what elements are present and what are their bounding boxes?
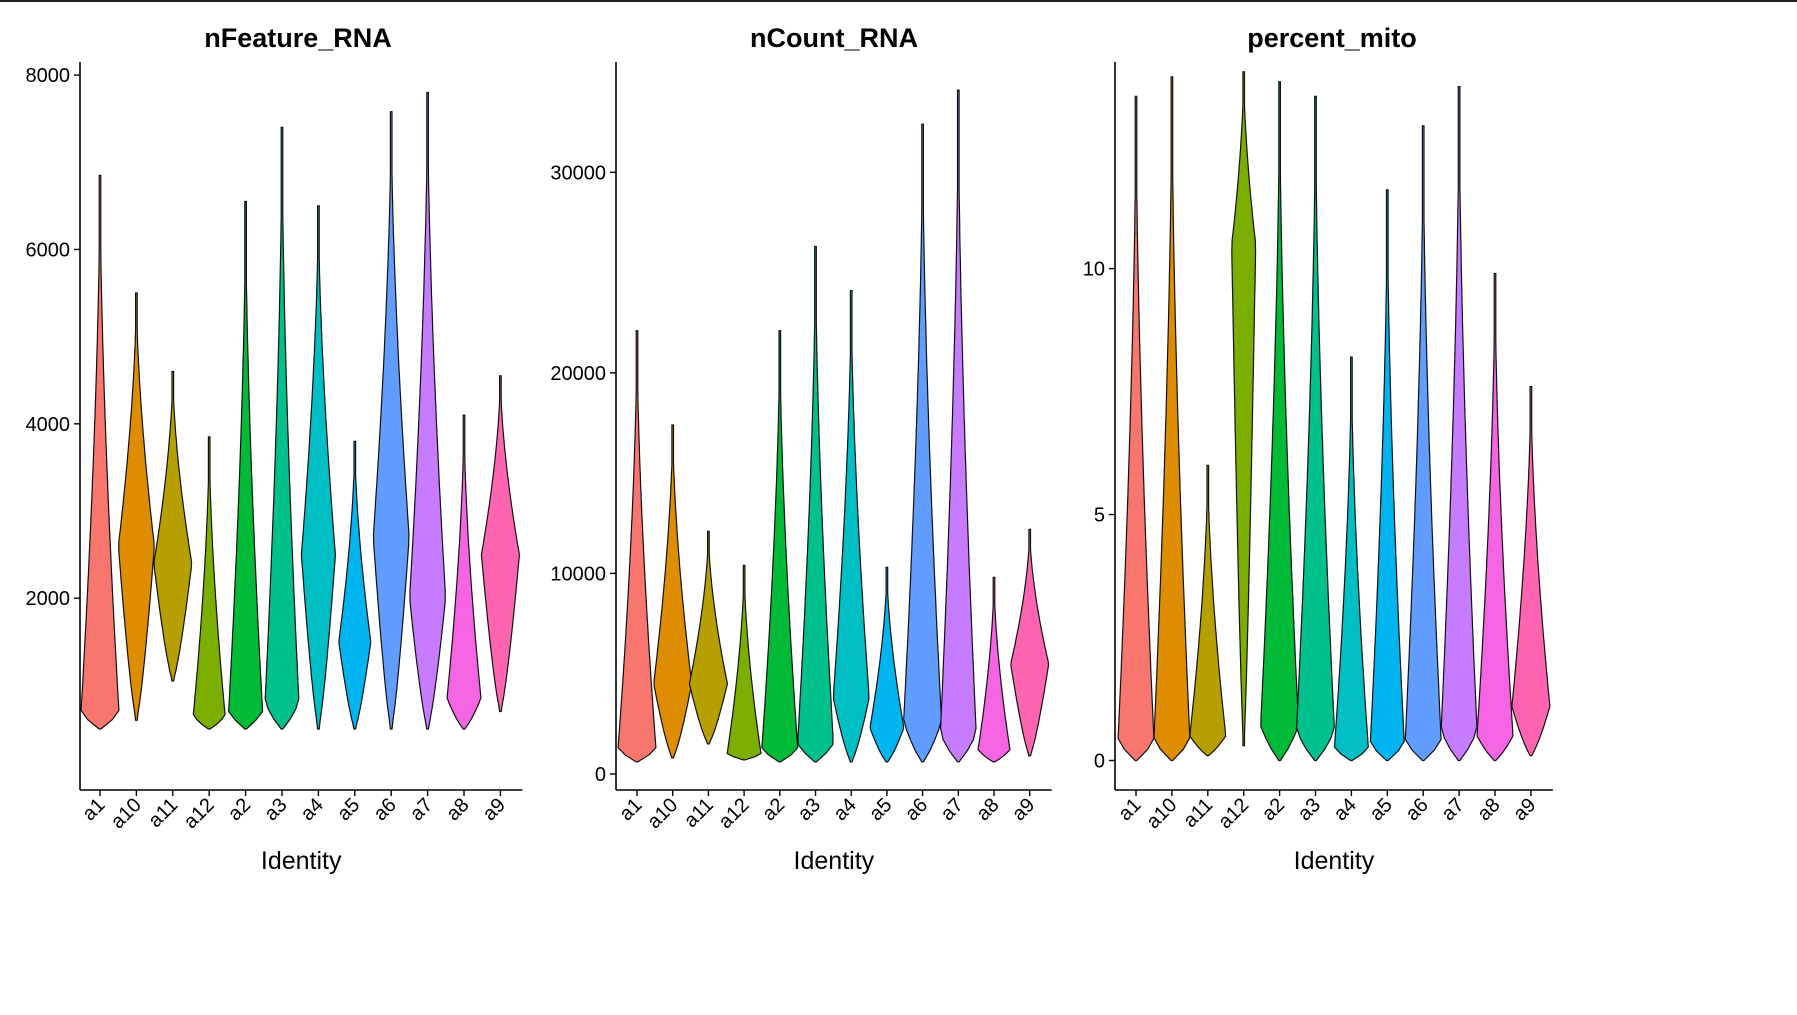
- violin-ncount-rna-a4: [832, 290, 870, 763]
- violin-nfeature-rna-a10: [118, 292, 155, 721]
- x-tick-label: a12: [714, 794, 753, 833]
- x-tick-label: a10: [643, 794, 682, 833]
- x-tick-label: a11: [144, 794, 182, 832]
- x-tick-label: a6: [901, 794, 932, 825]
- panel-title: nCount_RNA: [750, 23, 918, 53]
- violin-ncount-rna-a2: [761, 330, 799, 763]
- x-tick-label: a1: [615, 794, 646, 825]
- x-tick-label: a2: [1258, 794, 1289, 825]
- x-tick-label: a8: [972, 794, 1003, 825]
- x-tick-label: a9: [1509, 794, 1540, 825]
- top-border: [0, 0, 1797, 2]
- violin-nfeature-rna-a2: [227, 200, 264, 730]
- violin-ncount-rna-a7: [939, 89, 977, 763]
- x-tick-label: a9: [1008, 794, 1039, 825]
- x-tick-label: a3: [794, 794, 825, 825]
- y-tick-label: 0: [595, 764, 606, 786]
- violin-percent-mito-a12: [1231, 71, 1257, 747]
- violin-percent-mito-a5: [1369, 189, 1405, 762]
- violin-nfeature-rna-a7: [409, 91, 446, 730]
- violin-nfeature-rna-a5: [338, 440, 372, 730]
- violin-nfeature-rna-a12: [192, 436, 226, 730]
- y-tick-label: 2000: [26, 588, 71, 610]
- y-tick-label: 10: [1083, 259, 1105, 281]
- x-tick-label: a4: [297, 794, 328, 825]
- x-tick-label: a10: [1142, 794, 1181, 833]
- violin-percent-mito-a9: [1511, 386, 1551, 757]
- y-tick-label: 8000: [26, 65, 71, 87]
- violin-ncount-rna-a12: [726, 564, 762, 761]
- x-tick-label: a9: [479, 794, 510, 825]
- violin-percent-mito-a8: [1476, 272, 1514, 762]
- x-tick-label: a7: [1437, 794, 1468, 825]
- violin-ncount-rna-a5: [869, 566, 905, 763]
- violin-ncount-rna-a6: [903, 123, 943, 763]
- x-tick-label: a5: [865, 794, 896, 825]
- x-tick-label: a12: [1214, 794, 1253, 833]
- x-tick-label: a8: [442, 794, 473, 825]
- violin-ncount-rna-a9: [1010, 528, 1050, 757]
- violin-nfeature-rna-a6: [372, 111, 410, 730]
- violin-nfeature-rna-a3: [264, 126, 300, 730]
- x-tick-label: a7: [937, 794, 968, 825]
- violin-percent-mito-a11: [1189, 464, 1227, 757]
- violin-nfeature-rna-a1: [80, 174, 120, 730]
- x-tick-label: a6: [369, 794, 400, 825]
- x-tick-label: a10: [107, 794, 146, 833]
- violin-percent-mito-a7: [1440, 85, 1478, 762]
- violin-percent-mito-a2: [1260, 81, 1300, 762]
- violin-ncount-rna-a10: [653, 424, 692, 759]
- violin-percent-mito-a6: [1404, 125, 1442, 762]
- violin-ncount-rna-a11: [688, 530, 729, 745]
- x-tick-label: a3: [260, 794, 291, 825]
- x-tick-label: a2: [758, 794, 789, 825]
- x-tick-label: a4: [1330, 794, 1361, 825]
- violin-nfeature-rna-a11: [153, 370, 193, 682]
- y-tick-label: 5: [1094, 505, 1105, 527]
- x-tick-label: a1: [78, 794, 109, 825]
- violin-nfeature-rna-a9: [480, 375, 521, 713]
- y-tick-label: 4000: [26, 414, 71, 436]
- violin-ncount-rna-a8: [977, 576, 1011, 763]
- violin-percent-mito-a1: [1117, 95, 1155, 762]
- y-tick-label: 0: [1094, 750, 1105, 772]
- x-tick-label: a4: [829, 794, 860, 825]
- violin-percent-mito-a10: [1153, 76, 1191, 762]
- x-tick-label: a11: [680, 794, 718, 832]
- x-tick-label: a5: [333, 794, 364, 825]
- x-axis-title: Identity: [261, 847, 342, 875]
- violin-nfeature-rna-a4: [300, 205, 337, 730]
- y-tick-label: 6000: [26, 239, 71, 261]
- y-tick-label: 20000: [550, 363, 606, 385]
- x-tick-label: a12: [180, 794, 219, 833]
- panel-title: nFeature_RNA: [204, 23, 392, 53]
- violin-ncount-rna-a1: [617, 330, 657, 763]
- violin-percent-mito-a4: [1333, 356, 1369, 762]
- x-axis-title: Identity: [1294, 847, 1375, 875]
- x-tick-label: a11: [1179, 794, 1217, 832]
- x-axis-title: Identity: [794, 847, 875, 875]
- x-tick-label: a3: [1294, 794, 1325, 825]
- violin-nfeature-rna-a8: [446, 414, 482, 730]
- x-tick-label: a8: [1473, 794, 1504, 825]
- x-tick-label: a7: [406, 794, 437, 825]
- violin-ncount-rna-a3: [797, 245, 834, 763]
- y-tick-label: 30000: [550, 162, 606, 184]
- y-tick-label: 10000: [550, 563, 606, 585]
- panel-title: percent_mito: [1247, 23, 1417, 53]
- x-tick-label: a2: [224, 794, 255, 825]
- x-tick-label: a6: [1401, 794, 1432, 825]
- violin-percent-mito-a3: [1296, 95, 1335, 762]
- x-tick-label: a1: [1114, 794, 1145, 825]
- x-tick-label: a5: [1366, 794, 1397, 825]
